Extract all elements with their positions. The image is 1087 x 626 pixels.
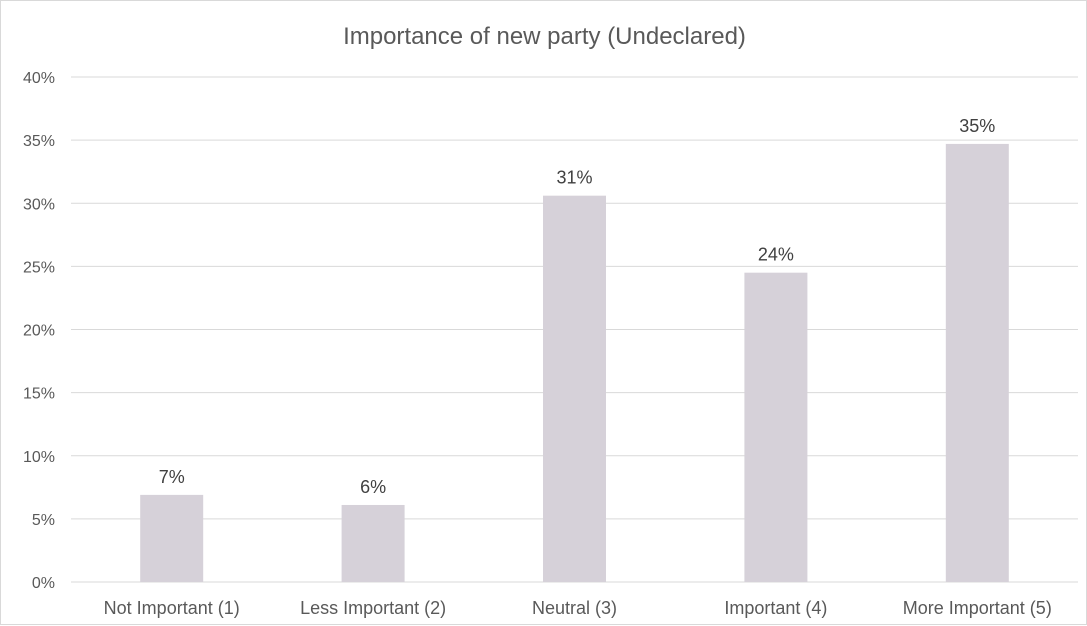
chart-title: Importance of new party (Undeclared) (343, 23, 746, 50)
x-tick-label: Less Important (2) (300, 598, 446, 618)
y-tick-label: 0% (32, 575, 55, 592)
y-tick-label: 30% (23, 196, 55, 213)
x-tick-label: Not Important (1) (104, 598, 240, 618)
data-label: 6% (360, 477, 386, 497)
y-tick-label: 15% (23, 386, 55, 403)
bar (341, 504, 405, 582)
bar (945, 143, 1009, 582)
data-label: 31% (556, 168, 592, 188)
data-label: 7% (159, 467, 185, 487)
data-label: 35% (959, 116, 995, 136)
y-tick-label: 25% (23, 259, 55, 276)
bar (140, 494, 204, 582)
bar (744, 272, 808, 582)
data-label: 24% (758, 245, 794, 265)
y-tick-label: 35% (23, 133, 55, 150)
y-tick-label: 20% (23, 323, 55, 340)
x-tick-label: More Important (5) (903, 598, 1052, 618)
x-axis-tick-labels: Not Important (1) Less Important (2) Neutr… (104, 598, 1052, 618)
bars (140, 143, 1009, 583)
data-labels: 7% 6% 31% 24% 35% (159, 116, 996, 497)
y-tick-label: 40% (23, 70, 55, 87)
y-tick-label: 5% (32, 512, 55, 529)
x-tick-label: Important (4) (724, 598, 827, 618)
x-tick-label: Neutral (3) (532, 598, 617, 618)
y-axis-tick-labels: 0% 5% 10% 15% 20% 25% 30% 35% 40% (23, 70, 55, 592)
y-tick-label: 10% (23, 449, 55, 466)
bar (543, 195, 606, 583)
